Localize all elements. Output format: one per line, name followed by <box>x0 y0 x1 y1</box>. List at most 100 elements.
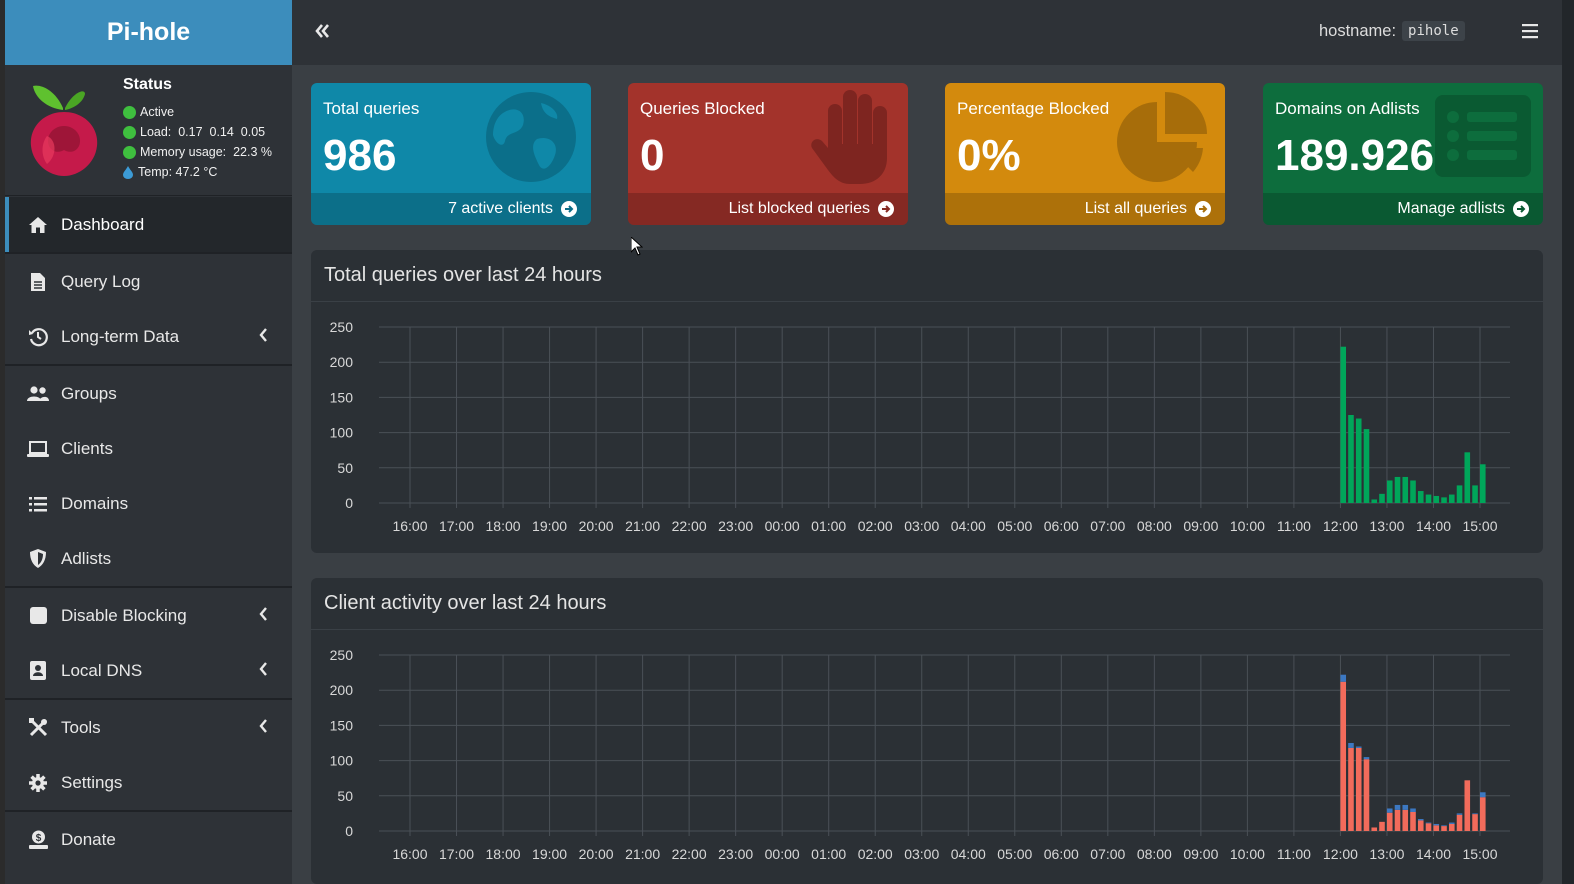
history-icon <box>27 326 49 348</box>
arrow-circle-right-icon <box>561 201 577 217</box>
chart-bar[interactable] <box>1394 809 1401 831</box>
sidebar-item-label: Donate <box>61 829 116 849</box>
chart-bar[interactable] <box>1379 821 1385 831</box>
chart-bar[interactable] <box>1456 814 1463 831</box>
chart-bar[interactable] <box>1417 491 1424 503</box>
sidebar-item-settings[interactable]: Settings <box>5 755 292 810</box>
sidebar-item-long-term-data[interactable]: Long-term Data <box>5 309 292 364</box>
chart-bar[interactable] <box>1433 495 1440 503</box>
chart-bar[interactable] <box>1363 759 1370 831</box>
chart-bar[interactable] <box>1480 797 1486 831</box>
sidebar-item-clients[interactable]: Clients <box>5 421 292 476</box>
x-tick-label: 01:00 <box>811 846 846 862</box>
chart-bar[interactable] <box>1355 746 1362 748</box>
chart-bar[interactable] <box>1402 804 1409 810</box>
chart-bar[interactable] <box>1464 452 1471 503</box>
chart-bar[interactable] <box>1363 429 1370 503</box>
chart-bar[interactable] <box>1379 493 1385 503</box>
chart-bar[interactable] <box>1355 747 1362 831</box>
chart-bar[interactable] <box>1433 823 1440 826</box>
chart-bar[interactable] <box>1464 780 1471 831</box>
logo-bar[interactable]: Pi-hole <box>5 0 292 65</box>
chart-bar[interactable] <box>1386 812 1393 831</box>
chart-bar[interactable] <box>1348 743 1354 748</box>
sidebar-item-dashboard[interactable]: Dashboard <box>5 197 292 252</box>
chart-bar[interactable] <box>1441 497 1447 503</box>
domains-on-adlists-box: Domains on Adlists 189.926 Manage adlist… <box>1263 83 1543 225</box>
chart-bar[interactable] <box>1417 820 1424 831</box>
total-queries-chart: 250 200 150 100 50 0 16:00 17:00 18:00 19:00 20:00… <box>330 319 1510 534</box>
y-tick-label: 250 <box>330 647 354 663</box>
chart-bar[interactable] <box>1425 494 1432 503</box>
hand-icon <box>811 90 887 184</box>
sidebar-item-disable-blocking[interactable]: Disable Blocking <box>5 588 292 643</box>
chart-bar[interactable] <box>1448 823 1455 831</box>
chart-bar[interactable] <box>1480 464 1486 503</box>
status-load-text: Load: 0.17 0.14 0.05 <box>140 125 266 139</box>
chart-bar[interactable] <box>1386 808 1393 813</box>
chart-bar[interactable] <box>1402 476 1409 503</box>
list-blocked-queries-link[interactable]: List blocked queries <box>628 193 908 225</box>
chart-bar[interactable] <box>1348 415 1354 503</box>
chart-bar[interactable] <box>1480 792 1486 798</box>
chart-bar[interactable] <box>1363 757 1370 760</box>
sidebar-item-local-dns[interactable]: Local DNS <box>5 643 292 698</box>
chart-bar[interactable] <box>1441 825 1447 827</box>
chart-bar[interactable] <box>1472 813 1478 815</box>
chart-bar[interactable] <box>1472 485 1478 503</box>
sidebar-item-tools[interactable]: Tools <box>5 700 292 755</box>
sidebar-item-adlists[interactable]: Adlists <box>5 531 292 586</box>
chart-bar[interactable] <box>1386 480 1393 503</box>
x-tick-label: 15:00 <box>1462 846 1497 862</box>
chart-bar[interactable] <box>1433 825 1440 831</box>
sidebar-item-query-log[interactable]: Query Log <box>5 254 292 309</box>
chart-bar[interactable] <box>1410 480 1416 503</box>
nav-divider <box>5 252 292 254</box>
collapse-sidebar-icon[interactable] <box>314 22 330 40</box>
chart-bar[interactable] <box>1425 822 1432 824</box>
chevron-left-icon <box>259 662 267 676</box>
chart-bar[interactable] <box>1448 494 1455 503</box>
chart-bar[interactable] <box>1355 418 1362 503</box>
chart-bar[interactable] <box>1348 747 1354 831</box>
chart-bar[interactable] <box>1340 681 1347 831</box>
chart-bar[interactable] <box>1340 346 1347 503</box>
chart-bar[interactable] <box>1441 826 1447 831</box>
x-tick-label: 23:00 <box>718 846 753 862</box>
sidebar-item-groups[interactable]: Groups <box>5 366 292 421</box>
active-clients-link[interactable]: 7 active clients <box>311 193 591 225</box>
app-logo-text[interactable]: Pi-hole <box>106 18 191 46</box>
x-tick-label: 09:00 <box>1183 846 1218 862</box>
sidebar-item-domains[interactable]: Domains <box>5 476 292 531</box>
y-tick-label: 150 <box>330 389 354 405</box>
chart-title: Total queries over last 24 hours <box>324 264 602 286</box>
chart-bar[interactable] <box>1410 808 1416 812</box>
nav-divider <box>5 810 292 812</box>
chart-bar[interactable] <box>1417 819 1424 821</box>
status-ok-icon <box>123 105 136 119</box>
chart-bar[interactable] <box>1448 822 1455 824</box>
chart-bar[interactable] <box>1394 476 1401 503</box>
x-tick-label: 07:00 <box>1090 846 1125 862</box>
chart-bar[interactable] <box>1425 823 1432 831</box>
chart-bar[interactable] <box>1371 499 1378 503</box>
hamburger-menu-icon[interactable] <box>1522 23 1538 39</box>
memory-ok-icon <box>123 145 136 159</box>
chart-bar[interactable] <box>1472 814 1478 831</box>
scrollbar-track[interactable] <box>1562 0 1574 884</box>
chart-bar[interactable] <box>1410 811 1416 831</box>
chart-bar[interactable] <box>1456 485 1463 503</box>
manage-adlists-link[interactable]: Manage adlists <box>1263 193 1543 225</box>
chart-bar[interactable] <box>1456 813 1463 815</box>
chart-bar[interactable] <box>1394 804 1401 810</box>
x-tick-label: 23:00 <box>718 518 753 534</box>
x-tick-label: 11:00 <box>1277 846 1311 862</box>
list-all-queries-link[interactable]: List all queries <box>945 193 1225 225</box>
sidebar-item-donate[interactable]: $ Donate <box>5 812 292 867</box>
box-value: 189.926 <box>1275 131 1435 180</box>
chart-bar[interactable] <box>1371 827 1378 831</box>
x-tick-label: 13:00 <box>1369 846 1404 862</box>
x-tick-label: 21:00 <box>625 846 660 862</box>
chart-bar[interactable] <box>1402 809 1409 831</box>
chart-bar[interactable] <box>1340 674 1347 682</box>
